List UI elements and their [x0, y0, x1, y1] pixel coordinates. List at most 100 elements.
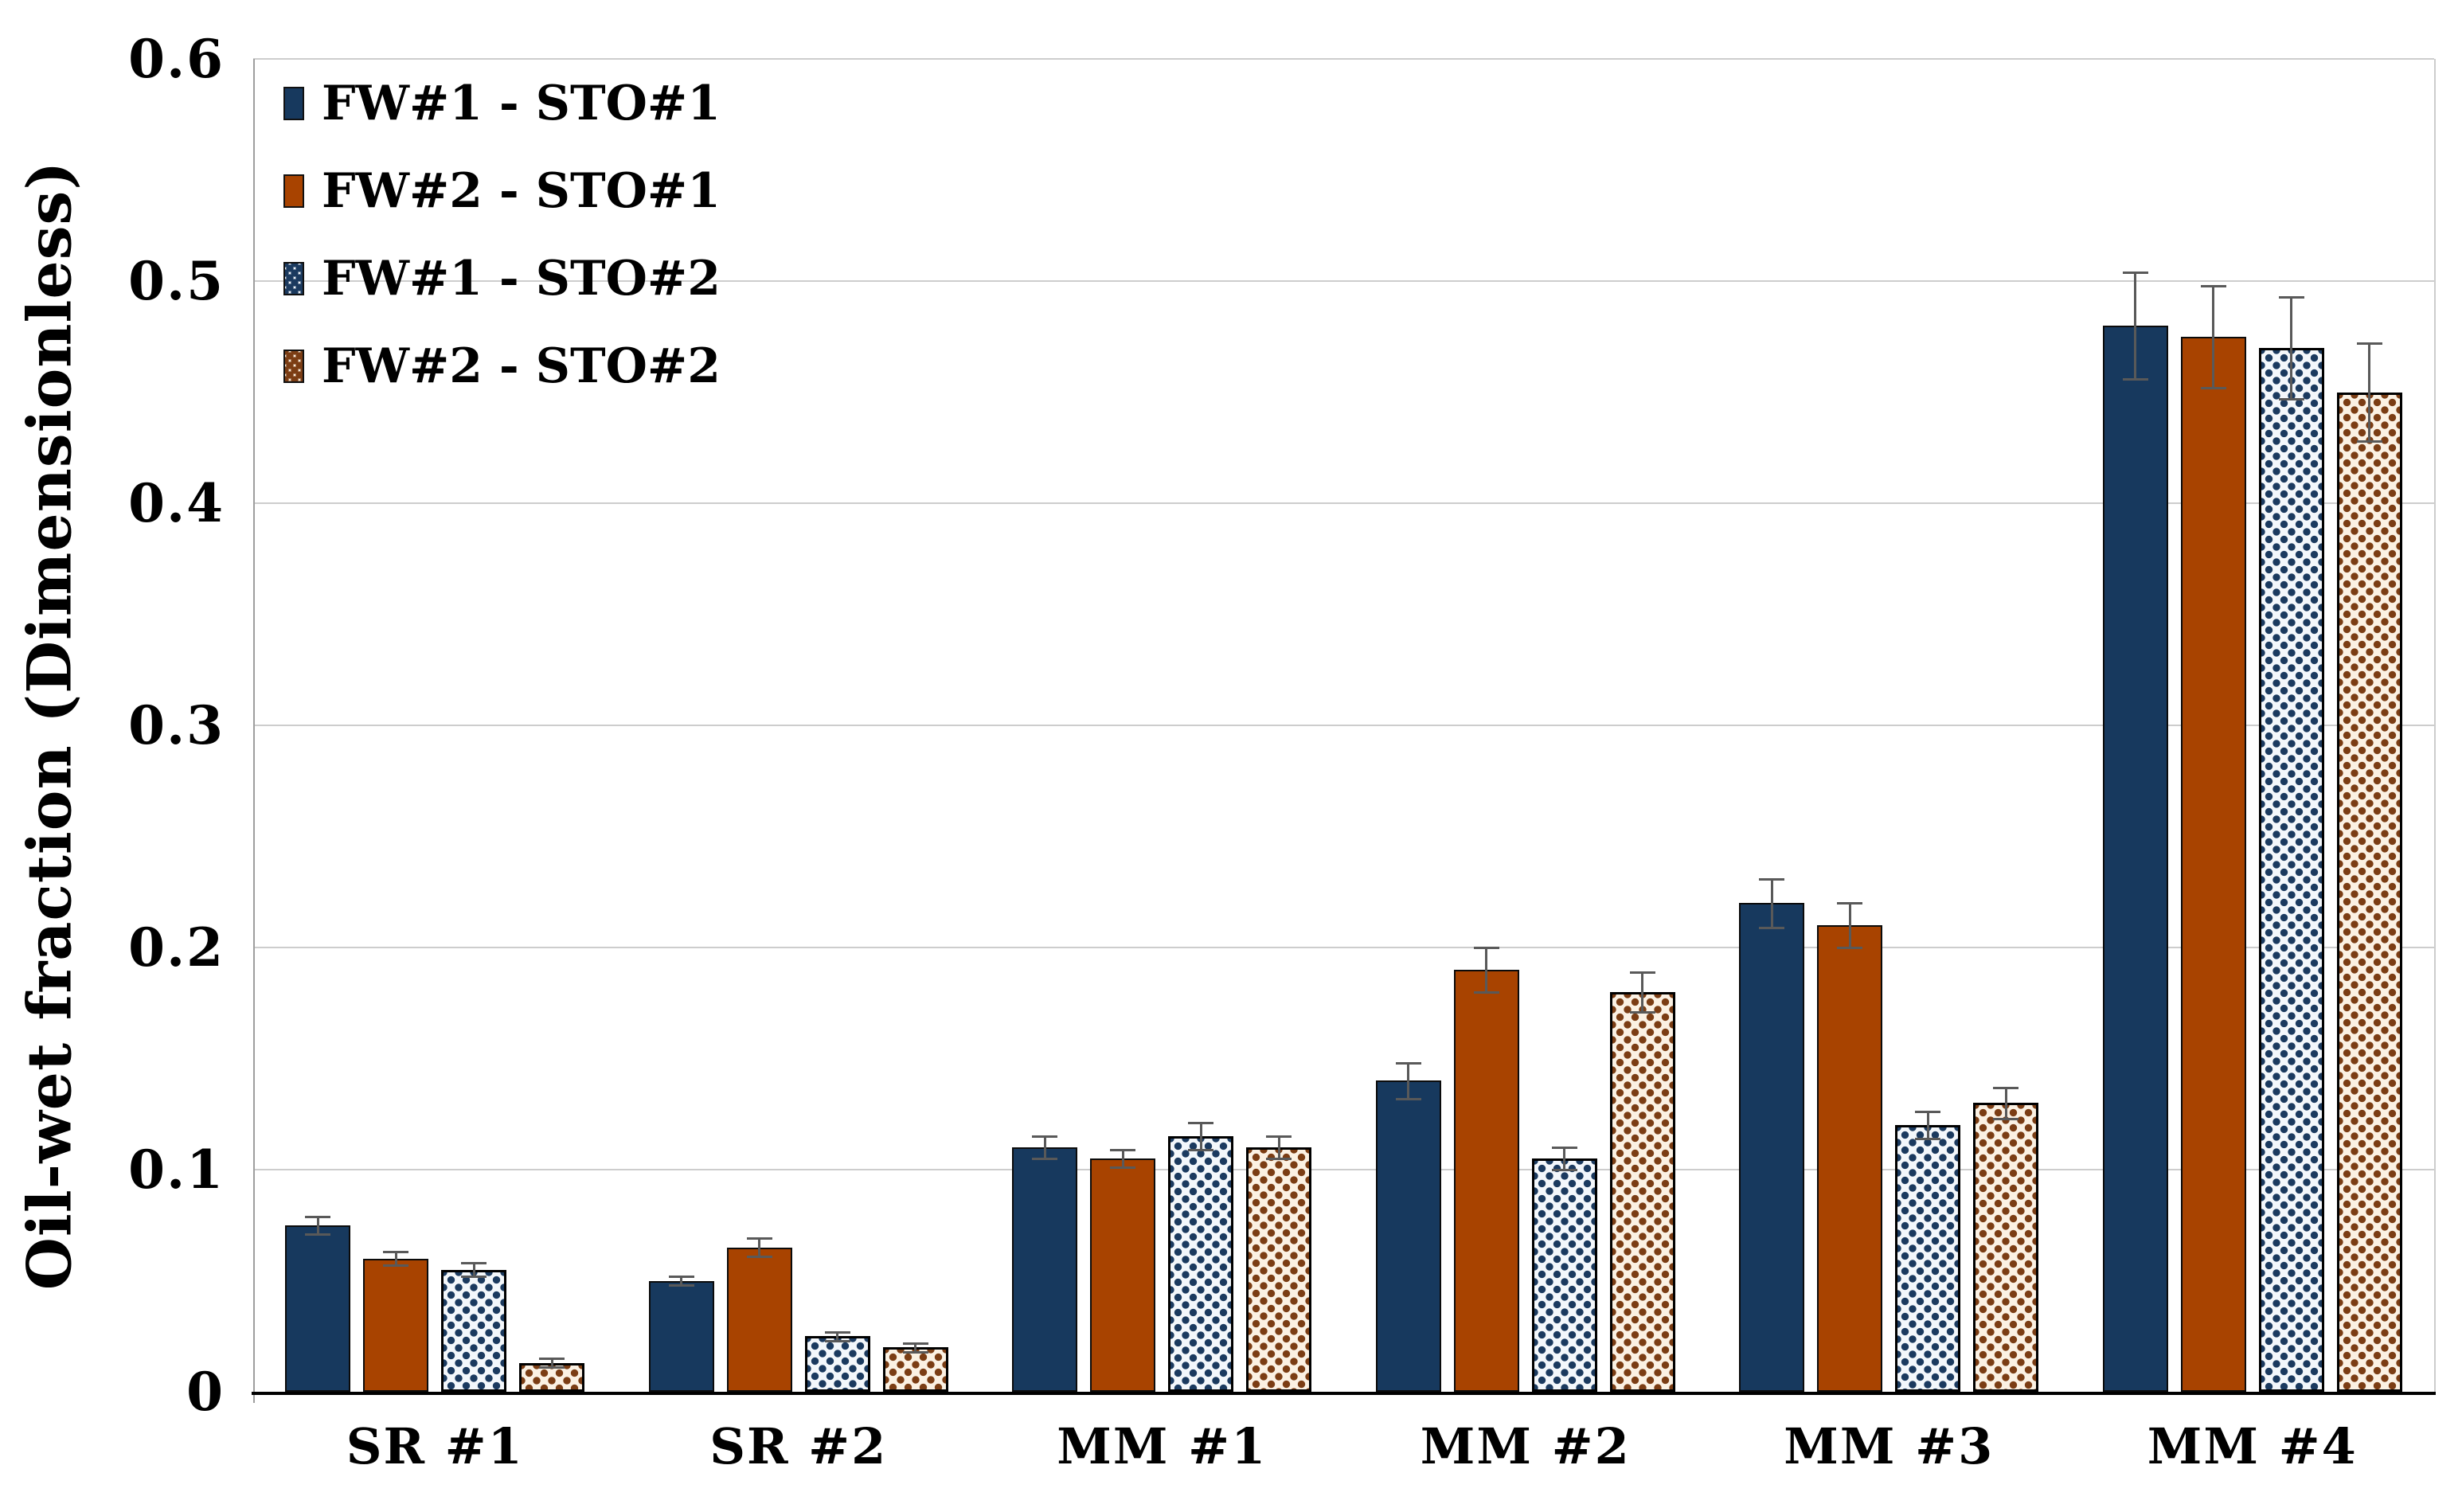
error-bar-cap-top [1551, 1147, 1577, 1150]
error-bar-cap-bottom [902, 1350, 928, 1354]
plot-right-border [2434, 59, 2436, 1392]
error-bar-cap-bottom [2278, 397, 2304, 400]
gridline-0.6 [253, 58, 2434, 60]
y-tick-label: 0.2 [128, 916, 225, 979]
error-bar-cap-top [461, 1262, 487, 1265]
bar-mm#1-s1 [1012, 1147, 1078, 1392]
error-bar-cap-bottom [305, 1233, 331, 1236]
error-bar [680, 1276, 683, 1286]
legend-label-3: FW#1 - STO#2 [322, 251, 721, 307]
error-bar-cap-top [2122, 271, 2148, 274]
error-bar-cap-bottom [824, 1339, 850, 1342]
error-bar-cap-top [1759, 877, 1785, 881]
error-bar-cap-top [1032, 1135, 1058, 1139]
error-bar [1043, 1136, 1046, 1159]
error-bar-cap-top [1188, 1122, 1214, 1125]
bar-sr#1-s4 [519, 1362, 585, 1392]
error-bar-cap-top [902, 1342, 928, 1345]
x-axis-label-2: SR #2 [709, 1417, 888, 1475]
bar-mm#3-s1 [1739, 903, 1805, 1392]
error-bar-cap-top [1110, 1148, 1136, 1151]
x-axis-label-6: MM #4 [2147, 1417, 2358, 1475]
error-bar-cap-bottom [2122, 377, 2148, 381]
error-bar-cap-top [305, 1215, 331, 1218]
bar-sr#1-s2 [363, 1258, 429, 1392]
gridline-0.5 [253, 280, 2434, 282]
error-bar [2368, 343, 2371, 441]
error-bar-cap-top [746, 1237, 772, 1240]
error-bar [2134, 272, 2137, 379]
error-bar-cap-bottom [1473, 990, 1499, 994]
error-bar-cap-top [1395, 1062, 1421, 1065]
bar-mm#3-s3 [1895, 1125, 1961, 1392]
bar-sr#2-s4 [882, 1347, 948, 1392]
y-tick-label: 0.6 [128, 28, 225, 90]
x-axis-label-4: MM #2 [1420, 1417, 1631, 1475]
y-tick-label: 0.5 [128, 250, 225, 312]
gridline-0.4 [253, 502, 2434, 504]
error-bar [472, 1263, 475, 1276]
error-bar [316, 1216, 319, 1234]
bar-mm#4-s2 [2180, 336, 2246, 1392]
legend-label-4: FW#2 - STO#2 [322, 338, 721, 394]
error-bar-cap-top [2356, 342, 2382, 346]
error-bar-cap-top [824, 1330, 850, 1334]
y-tick-label: 0.3 [128, 694, 225, 756]
error-bar-cap-bottom [2200, 386, 2226, 389]
error-bar-cap-bottom [1266, 1158, 1292, 1161]
error-bar-cap-top [668, 1275, 694, 1278]
error-bar-cap-bottom [2356, 440, 2382, 443]
x-axis-line [252, 1392, 2436, 1395]
x-axis-label-5: MM #3 [1784, 1417, 1995, 1475]
bar-mm#1-s3 [1168, 1136, 1234, 1392]
error-bar [2290, 296, 2293, 399]
bar-sr#2-s1 [648, 1280, 714, 1392]
y-tick-label: 0.1 [128, 1139, 225, 1201]
error-bar [1770, 878, 1773, 928]
y-tick-label: 0 [186, 1361, 225, 1423]
error-bar-cap-bottom [383, 1264, 409, 1267]
error-bar [1199, 1123, 1202, 1150]
error-bar-cap-top [539, 1358, 565, 1361]
error-bar-cap-top [1473, 947, 1499, 949]
error-bar [1563, 1147, 1566, 1170]
error-bar [2212, 285, 2215, 388]
bar-mm#2-s3 [1531, 1158, 1597, 1392]
legend-label-1: FW#1 - STO#1 [322, 76, 721, 131]
error-bar-cap-top [1629, 971, 1655, 974]
error-bar-cap-bottom [1915, 1137, 1941, 1140]
error-bar-cap-top [2200, 284, 2226, 287]
bar-sr#1-s3 [441, 1269, 507, 1392]
error-bar-cap-top [2278, 295, 2304, 299]
error-bar-cap-bottom [668, 1284, 694, 1287]
error-bar-cap-top [1837, 902, 1863, 905]
error-bar-cap-top [383, 1251, 409, 1254]
error-bar-cap-bottom [746, 1255, 772, 1258]
legend-swatch-2 [283, 174, 304, 208]
gridline-0.2 [253, 947, 2434, 948]
error-bar [1407, 1063, 1410, 1099]
bar-mm#2-s4 [1609, 991, 1675, 1392]
bar-mm#1-s4 [1246, 1147, 1312, 1392]
error-bar-cap-bottom [1032, 1158, 1058, 1161]
error-bar [2004, 1087, 2007, 1119]
legend-swatch-3 [283, 262, 304, 295]
bar-sr#2-s2 [726, 1247, 792, 1392]
error-bar-cap-top [1266, 1135, 1292, 1139]
bar-sr#2-s3 [804, 1336, 870, 1392]
error-bar [1121, 1149, 1124, 1168]
bar-mm#2-s1 [1375, 1080, 1441, 1392]
error-bar [914, 1342, 917, 1352]
error-bar-cap-top [1915, 1111, 1941, 1114]
error-bar [836, 1331, 839, 1341]
error-bar-cap-bottom [1759, 926, 1785, 929]
error-bar-cap-top [1993, 1086, 2019, 1089]
error-bar [1848, 903, 1851, 947]
gridline-0.3 [253, 725, 2434, 726]
error-bar-cap-bottom [1395, 1097, 1421, 1100]
y-tick-label: 0.4 [128, 472, 225, 534]
bar-mm#3-s2 [1817, 925, 1883, 1392]
error-bar-cap-bottom [1629, 1010, 1655, 1014]
